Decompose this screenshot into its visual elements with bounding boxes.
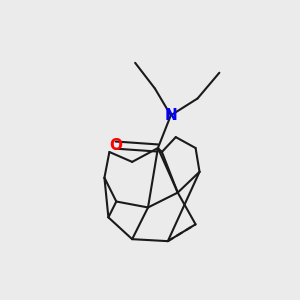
- Text: O: O: [109, 137, 122, 152]
- Text: N: N: [164, 108, 177, 123]
